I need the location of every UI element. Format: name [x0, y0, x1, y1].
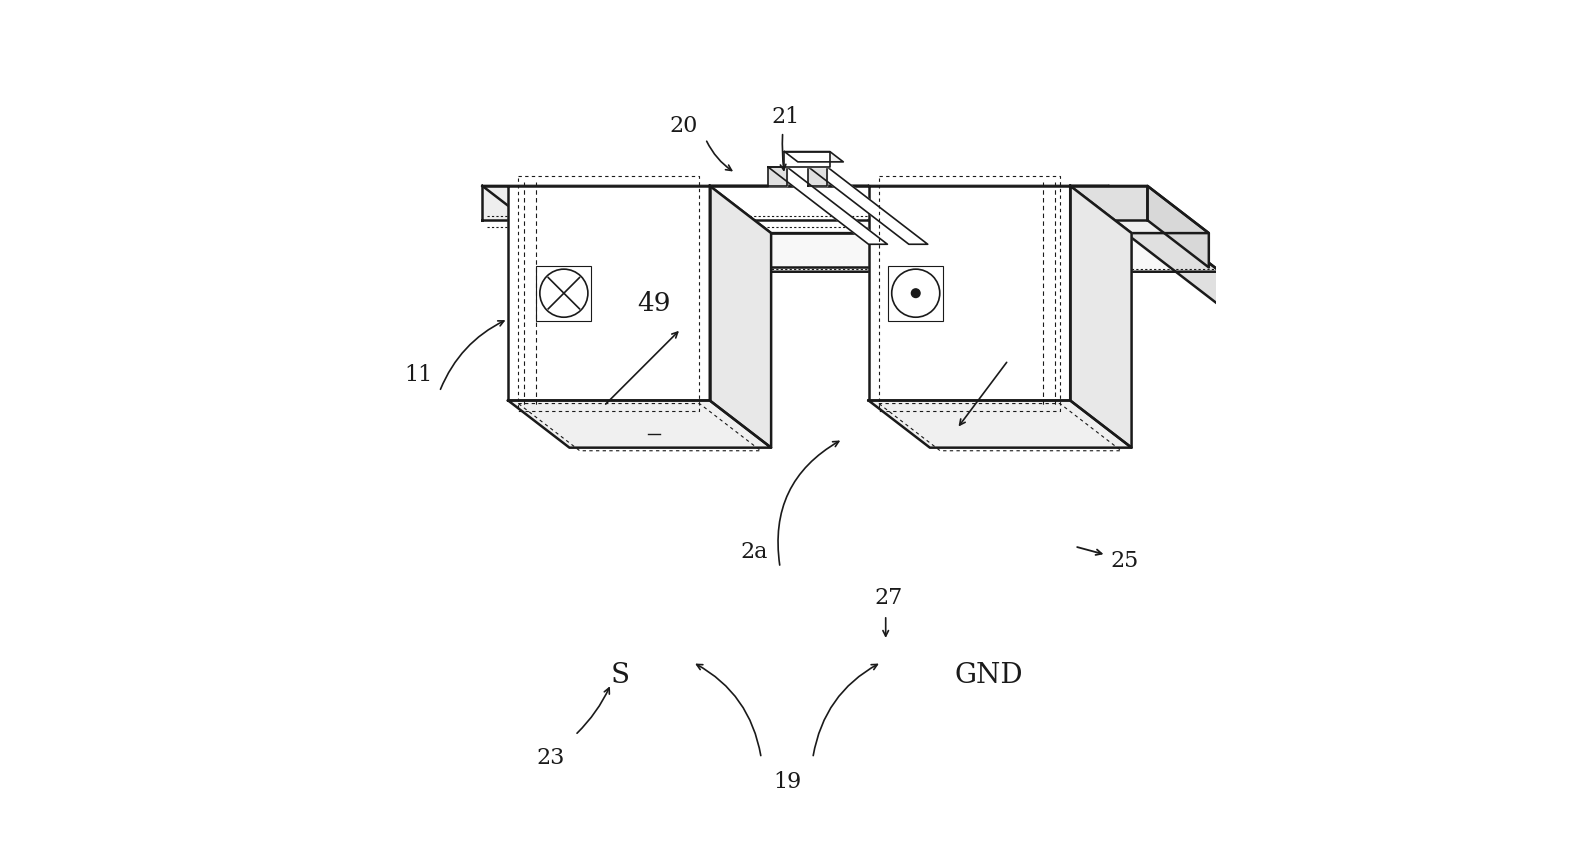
Polygon shape	[768, 167, 888, 245]
Polygon shape	[1147, 186, 1209, 268]
Polygon shape	[482, 186, 1108, 220]
Polygon shape	[1070, 186, 1209, 233]
Polygon shape	[710, 186, 771, 448]
Polygon shape	[710, 186, 930, 233]
Text: S: S	[611, 661, 630, 689]
Polygon shape	[809, 167, 927, 245]
Polygon shape	[869, 186, 1070, 400]
Polygon shape	[508, 400, 771, 448]
Text: 21: 21	[771, 106, 800, 128]
Polygon shape	[1070, 186, 1147, 220]
Text: 2a: 2a	[741, 542, 768, 563]
Bar	[537, 265, 592, 321]
Text: 49: 49	[637, 291, 671, 316]
Polygon shape	[784, 152, 829, 167]
Text: 11: 11	[405, 363, 433, 386]
Text: 27: 27	[874, 587, 902, 609]
Bar	[888, 265, 943, 321]
Text: 20: 20	[671, 115, 699, 137]
Text: 25: 25	[1110, 550, 1138, 572]
Polygon shape	[1070, 186, 1132, 448]
Circle shape	[911, 288, 921, 298]
Text: 19: 19	[773, 771, 801, 793]
Polygon shape	[784, 152, 844, 162]
Polygon shape	[768, 167, 787, 186]
Polygon shape	[508, 186, 710, 400]
Polygon shape	[809, 167, 828, 186]
Polygon shape	[869, 400, 1132, 448]
Polygon shape	[482, 186, 1220, 272]
Polygon shape	[1108, 186, 1220, 306]
Text: 23: 23	[537, 747, 565, 770]
Text: GND: GND	[954, 661, 1023, 689]
